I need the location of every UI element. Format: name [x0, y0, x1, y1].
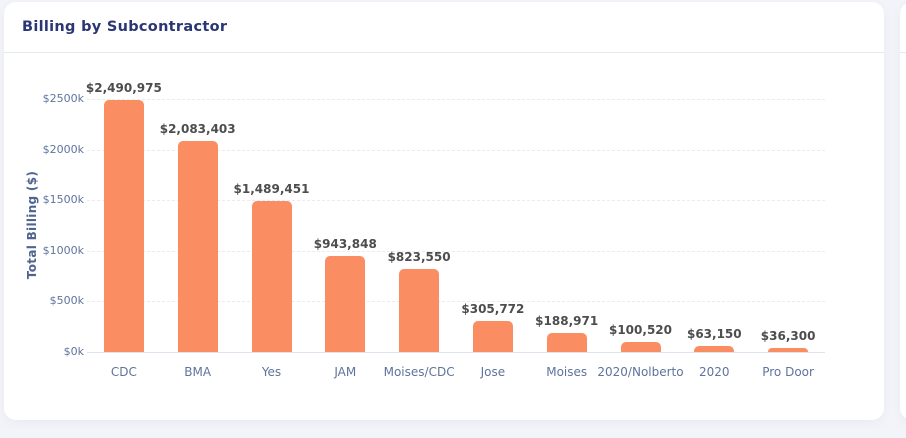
- x-tick-label: CDC: [110, 365, 137, 379]
- bar-value-label: $2,083,403: [159, 122, 236, 137]
- card-header: Billing by Subcontractor: [4, 2, 884, 53]
- x-tick-label: 2020: [699, 365, 730, 379]
- y-tick-label: $2500k: [42, 92, 84, 105]
- adjacent-card-header: [900, 2, 906, 53]
- gridline: [87, 200, 825, 202]
- bar-jam[interactable]: [325, 256, 366, 352]
- x-tick-label: Jose: [480, 365, 506, 379]
- bar-cdc[interactable]: [103, 99, 144, 352]
- adjacent-card-partial: [900, 2, 906, 420]
- y-tick-label: $0k: [63, 345, 84, 358]
- bar-value-label: $305,772: [461, 302, 525, 317]
- bar-2020[interactable]: [694, 345, 735, 352]
- bar-jose[interactable]: [472, 321, 513, 352]
- bar-pro-door[interactable]: [768, 348, 809, 352]
- bar-moises[interactable]: [546, 332, 587, 352]
- y-tick-label: $2000k: [42, 142, 84, 156]
- x-tick-label: Moises/CDC: [383, 365, 455, 379]
- card-title: Billing by Subcontractor: [22, 19, 228, 35]
- y-tick-label: $500k: [49, 294, 84, 308]
- y-tick-label: $1000k: [42, 243, 84, 257]
- bar-2020-nolberto[interactable]: [620, 341, 661, 352]
- bar-bma[interactable]: [177, 141, 218, 352]
- bar-value-label: $943,848: [313, 237, 377, 252]
- x-tick-label: Yes: [261, 365, 282, 379]
- x-tick-label: Pro Door: [762, 365, 814, 379]
- bar-value-label: $36,300: [760, 329, 816, 344]
- y-tick-label: $1500k: [42, 193, 84, 207]
- y-axis-title: Total Billing ($): [25, 170, 39, 280]
- x-tick-label: Moises: [546, 365, 588, 379]
- x-tick-label: 2020/Nolberto: [597, 365, 684, 379]
- billing-chart-card: Billing by Subcontractor Total Billing (…: [4, 2, 884, 420]
- x-axis-line: [87, 352, 825, 353]
- bar-value-label: $188,971: [535, 313, 599, 328]
- x-tick-label: JAM: [334, 365, 357, 379]
- bar-value-label: $63,150: [686, 326, 742, 341]
- bar-chart: Total Billing ($) $0k $500k $1000k $1500k $2…: [4, 53, 884, 419]
- gridline: [87, 99, 825, 100]
- bar-value-label: $2,490,975: [85, 80, 162, 95]
- gridline: [87, 301, 825, 303]
- gridline: [87, 250, 825, 252]
- bar-value-label: $823,550: [387, 249, 451, 264]
- gridline: [87, 149, 825, 151]
- bar-moises-cdc[interactable]: [399, 268, 440, 352]
- bar-value-label: $1,489,451: [233, 182, 310, 197]
- bar-yes[interactable]: [251, 201, 292, 352]
- x-tick-label: BMA: [184, 365, 212, 379]
- bar-value-label: $100,520: [608, 322, 672, 337]
